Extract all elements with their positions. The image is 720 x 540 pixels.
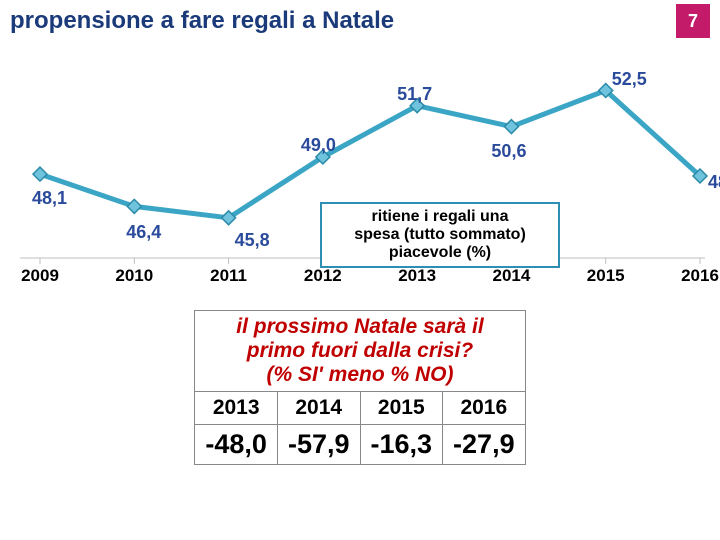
legend-line-3: piacevole (%) [332,244,548,262]
chart-x-label: 2015 [587,266,625,286]
table-year: 2016 [443,392,526,425]
table-year: 2014 [277,392,360,425]
chart-x-label: 2012 [304,266,342,286]
legend-line-1: ritiene i regali una [332,208,548,226]
chart-value-label: 50,6 [491,141,526,162]
chart-x-label: 2014 [493,266,531,286]
chart-legend: ritiene i regali una spesa (tutto sommat… [320,202,560,268]
chart-value-label: 45,8 [235,230,270,251]
table-value: -16,3 [360,425,443,465]
chart-x-label: 2009 [21,266,59,286]
chart-x-label: 2016 [681,266,719,286]
chart-x-label: 2011 [210,266,247,286]
chart-value-label: 52,5 [612,69,647,90]
table-value: -27,9 [443,425,526,465]
chart-x-label: 2010 [115,266,153,286]
crisis-table: il prossimo Natale sarà il primo fuori d… [194,310,525,465]
chart-value-label: 48,0 [708,172,720,193]
line-chart: ritiene i regali una spesa (tutto sommat… [10,42,710,292]
chart-value-label: 49,0 [301,135,336,156]
table-value-row: -48,0 -57,9 -16,3 -27,9 [195,425,525,465]
table-title-l3: (% SI' meno % NO) [266,363,453,386]
chart-x-label: 2013 [398,266,436,286]
table-title-cell: il prossimo Natale sarà il primo fuori d… [195,311,525,392]
page-title: propensione a fare regali a Natale [10,7,394,35]
chart-value-label: 46,4 [126,222,161,243]
table-year: 2013 [195,392,278,425]
chart-value-label: 51,7 [397,84,432,105]
table-value: -48,0 [195,425,278,465]
legend-line-2: spesa (tutto sommato) [332,226,548,244]
table-year: 2015 [360,392,443,425]
table-title-l1: il prossimo Natale sarà il [236,315,483,338]
page-number-badge: 7 [676,4,710,38]
chart-value-label: 48,1 [32,188,67,209]
table-year-row: 2013 2014 2015 2016 [195,392,525,425]
table-value: -57,9 [277,425,360,465]
table-title-l2: primo fuori dalla crisi? [247,339,473,362]
